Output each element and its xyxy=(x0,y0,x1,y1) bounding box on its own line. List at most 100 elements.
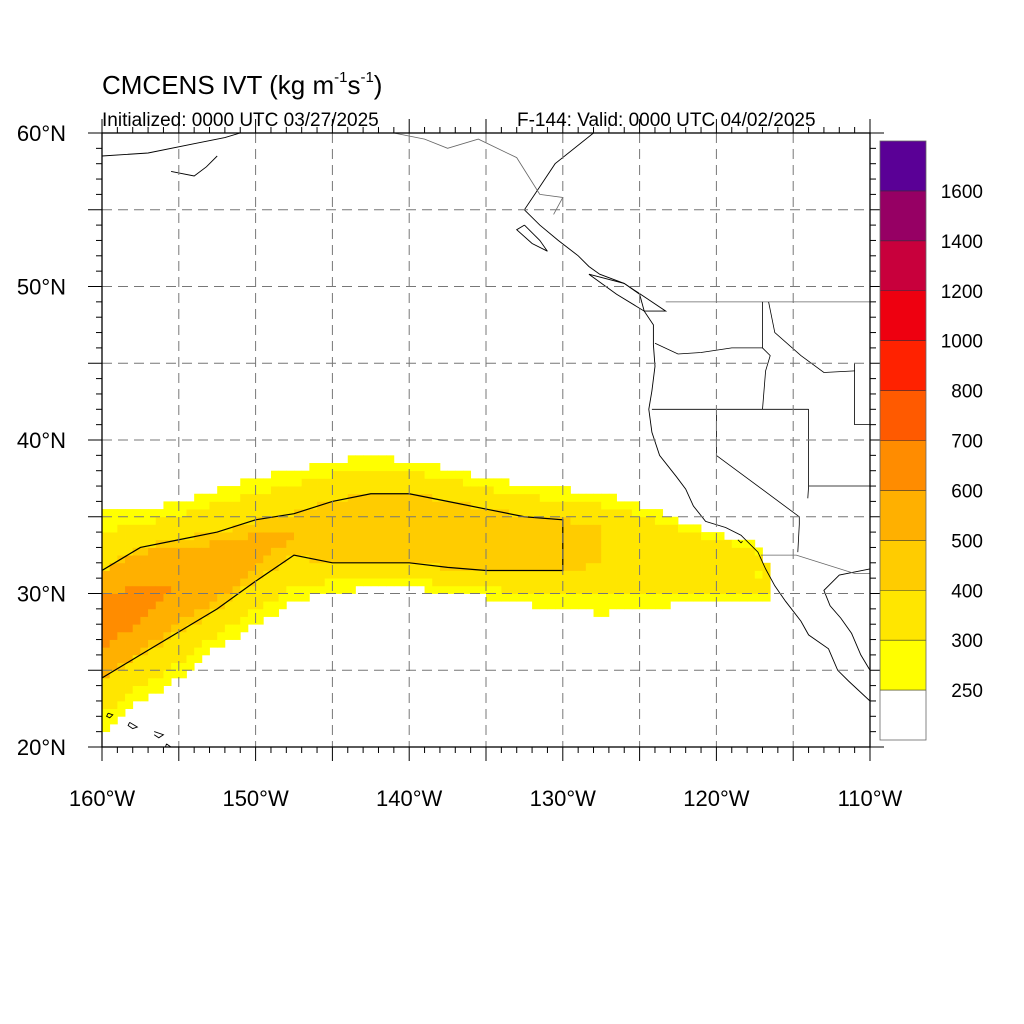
ivt-cell xyxy=(186,647,195,656)
ivt-cell xyxy=(171,562,180,571)
ivt-cell xyxy=(716,547,725,556)
ivt-cell xyxy=(562,539,571,548)
ivt-cell xyxy=(109,647,118,656)
ivt-cell xyxy=(247,593,256,602)
ivt-cell xyxy=(102,585,111,594)
ivt-cell xyxy=(132,654,141,663)
ivt-cell xyxy=(340,493,349,502)
ivt-cell xyxy=(678,585,687,594)
ivt-cell xyxy=(194,570,203,579)
ivt-cell xyxy=(163,639,172,648)
ivt-cell xyxy=(163,562,172,571)
ivt-cell xyxy=(278,547,287,556)
ivt-cell xyxy=(616,547,625,556)
ivt-cell xyxy=(102,509,111,518)
ivt-cell xyxy=(378,524,387,533)
ivt-cell xyxy=(286,486,295,495)
ivt-cell xyxy=(470,532,479,541)
ivt-cell xyxy=(478,478,487,487)
ivt-cell xyxy=(270,493,280,502)
ivt-cell xyxy=(493,516,502,525)
ivt-cell xyxy=(685,570,694,579)
ivt-cell xyxy=(393,532,402,541)
ivt-cell xyxy=(363,555,372,564)
ivt-cell xyxy=(355,578,364,587)
ivt-cell xyxy=(409,524,418,533)
ivt-cell xyxy=(347,555,356,564)
colorbar-swatch xyxy=(880,490,926,541)
ivt-cell xyxy=(194,539,203,548)
ivt-cell xyxy=(493,478,502,487)
ivt-cell xyxy=(332,470,341,479)
ivt-cell xyxy=(585,562,594,571)
ivt-cell xyxy=(424,532,433,541)
ivt-cell xyxy=(178,524,187,533)
ivt-cell xyxy=(247,493,256,502)
ivt-cell xyxy=(240,624,249,633)
ivt-cell xyxy=(140,547,149,556)
ivt-cell xyxy=(294,478,303,487)
ivt-cell xyxy=(301,532,310,541)
ivt-cell xyxy=(217,608,226,617)
ivt-cell xyxy=(654,516,664,525)
ivt-cell xyxy=(109,662,118,671)
ivt-cell xyxy=(324,493,333,502)
ivt-cell xyxy=(209,524,218,533)
ivt-cell xyxy=(332,570,341,579)
ivt-cell xyxy=(125,608,134,617)
ivt-cell xyxy=(355,555,364,564)
ivt-cell xyxy=(631,547,640,556)
ivt-cell xyxy=(424,585,433,594)
ivt-cell xyxy=(631,539,640,548)
ivt-cell xyxy=(109,570,118,579)
ivt-cell xyxy=(378,570,387,579)
ivt-cell xyxy=(701,585,710,594)
ivt-cell xyxy=(332,562,341,571)
ivt-cell xyxy=(601,601,610,610)
ivt-cell xyxy=(148,670,157,679)
ivt-cell xyxy=(739,593,748,602)
ivt-cell xyxy=(163,539,172,548)
ivt-cell xyxy=(393,478,402,487)
ivt-cell xyxy=(178,555,187,564)
ivt-cell xyxy=(186,524,195,533)
ivt-cell xyxy=(593,516,602,525)
colorbar-label: 1600 xyxy=(941,182,983,203)
ivt-cell xyxy=(140,539,149,548)
ivt-cell xyxy=(286,532,295,541)
ivt-cell xyxy=(155,516,164,525)
ivt-cell xyxy=(509,570,518,579)
ivt-cell xyxy=(516,593,525,602)
ivt-cell xyxy=(601,578,610,587)
ivt-cell xyxy=(171,501,180,510)
ivt-cell xyxy=(355,470,364,479)
colorbar-swatch xyxy=(880,240,926,292)
ivt-cell xyxy=(555,539,564,548)
ivt-cell xyxy=(224,532,233,541)
ivt-cell xyxy=(102,662,111,671)
ivt-cell xyxy=(570,601,579,610)
ivt-cell xyxy=(762,570,771,579)
ivt-cell xyxy=(678,547,687,556)
ivt-cell xyxy=(232,547,241,556)
ivt-cell xyxy=(194,555,203,564)
ivt-cell xyxy=(378,470,387,479)
ivt-cell xyxy=(562,532,571,541)
ivt-cell xyxy=(670,547,679,556)
ivt-cell xyxy=(347,562,356,571)
ivt-cell xyxy=(462,509,472,518)
ivt-cell xyxy=(378,547,387,556)
ivt-cell xyxy=(270,532,280,541)
ivt-cell xyxy=(247,555,256,564)
ivt-cell xyxy=(140,677,149,686)
ivt-cell xyxy=(685,578,694,587)
ivt-cell xyxy=(654,555,664,564)
colorbar-swatch xyxy=(880,590,926,641)
ivt-cell xyxy=(109,616,118,625)
ivt-cell xyxy=(693,555,702,564)
ivt-cell xyxy=(155,532,164,541)
ivt-cell xyxy=(270,601,280,610)
ivt-cell xyxy=(593,570,602,579)
ivt-cell xyxy=(678,524,687,533)
ivt-cell xyxy=(593,585,602,594)
